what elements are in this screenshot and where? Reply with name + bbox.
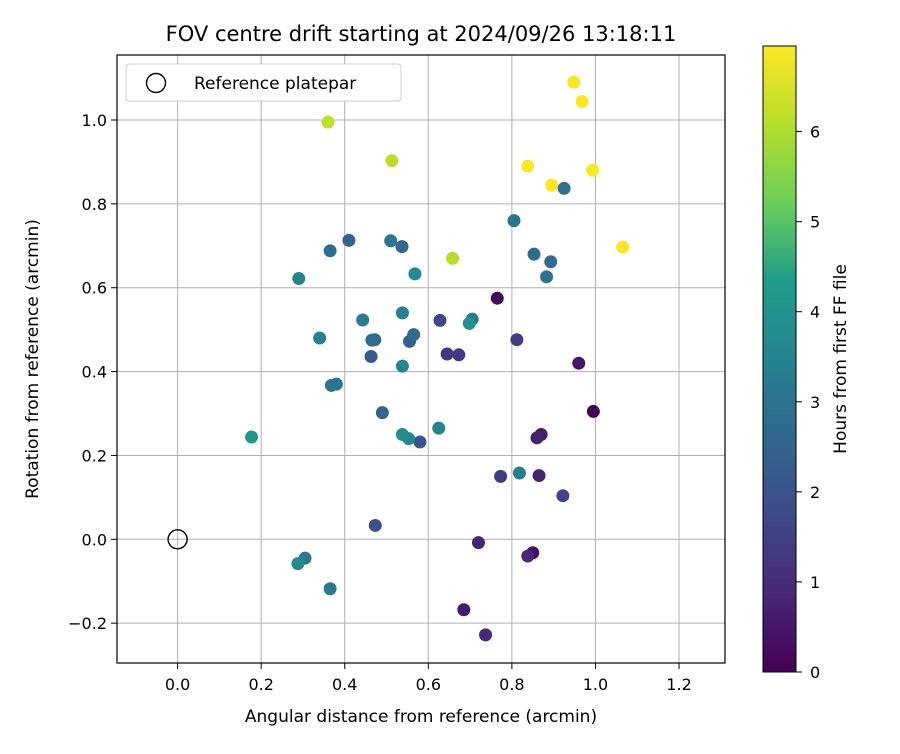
data-point bbox=[375, 406, 389, 420]
colorbar-ticks: 0 1 2 3 4 5 6 bbox=[796, 123, 820, 682]
data-point bbox=[324, 378, 338, 392]
y-tick-label: 0.8 bbox=[82, 195, 107, 214]
x-axis-label: Angular distance from reference (arcmin) bbox=[245, 707, 597, 727]
colorbar: 0 1 2 3 4 5 6 Hours from first FF file bbox=[762, 45, 851, 682]
data-point bbox=[342, 233, 356, 247]
data-point bbox=[521, 159, 535, 173]
colorbar-tick-label: 2 bbox=[810, 483, 820, 502]
y-tick-label: 0.2 bbox=[82, 446, 107, 465]
data-point bbox=[323, 582, 337, 596]
data-point bbox=[321, 115, 335, 129]
colorbar-tick-label: 6 bbox=[810, 123, 820, 142]
colorbar-bar bbox=[762, 45, 797, 673]
data-point bbox=[313, 331, 327, 345]
data-point bbox=[440, 347, 454, 361]
chart-title: FOV centre drift starting at 2024/09/26 … bbox=[166, 22, 677, 46]
data-point bbox=[544, 255, 558, 269]
data-point bbox=[540, 270, 554, 284]
data-points bbox=[245, 75, 630, 642]
data-point bbox=[413, 435, 427, 449]
data-point bbox=[323, 244, 337, 258]
colorbar-tick-label: 0 bbox=[810, 663, 820, 682]
colorbar-tick-label: 4 bbox=[810, 303, 820, 322]
data-point bbox=[365, 333, 379, 347]
x-tick-label: 0.0 bbox=[165, 675, 190, 694]
data-point bbox=[291, 557, 305, 571]
x-axis-ticks: 0.0 0.2 0.4 0.6 0.8 1.0 1.2 bbox=[165, 663, 692, 694]
grid-lines bbox=[117, 55, 725, 663]
data-point bbox=[471, 536, 485, 550]
data-point bbox=[452, 348, 466, 362]
legend-entry-label: Reference platepar bbox=[194, 74, 356, 94]
data-point bbox=[521, 549, 535, 563]
data-point bbox=[557, 181, 571, 195]
x-tick-label: 0.4 bbox=[332, 675, 357, 694]
y-tick-label: −0.2 bbox=[68, 614, 107, 633]
colorbar-tick-label: 3 bbox=[810, 393, 820, 412]
plot-frame bbox=[116, 54, 726, 664]
data-point bbox=[616, 240, 630, 254]
data-point bbox=[245, 430, 259, 444]
x-tick-label: 0.8 bbox=[499, 675, 524, 694]
data-point bbox=[527, 247, 541, 261]
data-point bbox=[530, 431, 544, 445]
data-point bbox=[407, 328, 421, 342]
data-point bbox=[572, 356, 586, 370]
data-point bbox=[586, 163, 600, 177]
x-tick-label: 1.2 bbox=[666, 675, 691, 694]
x-tick-label: 0.6 bbox=[416, 675, 441, 694]
data-point bbox=[395, 359, 409, 373]
data-point bbox=[510, 333, 524, 347]
data-point bbox=[575, 95, 589, 109]
data-point bbox=[490, 291, 504, 305]
data-point bbox=[432, 421, 446, 435]
data-point bbox=[395, 240, 409, 254]
data-point bbox=[545, 178, 559, 192]
y-axis-ticks: −0.2 0.0 0.2 0.4 0.6 0.8 1.0 bbox=[68, 111, 117, 633]
legend-marker-icon bbox=[145, 72, 167, 94]
data-point bbox=[395, 306, 409, 320]
colorbar-tick-label: 1 bbox=[810, 573, 820, 592]
y-tick-label: 1.0 bbox=[82, 111, 107, 130]
y-axis-label: Rotation from reference (arcmin) bbox=[23, 219, 43, 499]
data-point bbox=[512, 466, 526, 480]
data-point bbox=[292, 271, 306, 285]
legend: Reference platepar bbox=[125, 63, 402, 102]
data-point bbox=[457, 603, 471, 617]
legend-box bbox=[125, 63, 402, 102]
data-point bbox=[462, 316, 476, 330]
y-tick-label: 0.0 bbox=[82, 530, 107, 549]
y-tick-label: 0.6 bbox=[82, 279, 107, 298]
data-point bbox=[395, 427, 409, 441]
data-point bbox=[446, 251, 460, 265]
data-point bbox=[586, 404, 600, 418]
x-tick-label: 1.0 bbox=[583, 675, 608, 694]
data-point bbox=[356, 313, 370, 327]
reference-platepar-marker bbox=[167, 529, 188, 550]
data-point bbox=[368, 518, 382, 532]
data-point bbox=[385, 154, 399, 168]
colorbar-tick-label: 5 bbox=[810, 213, 820, 232]
data-point bbox=[479, 628, 493, 642]
data-point bbox=[408, 267, 422, 281]
data-point bbox=[532, 469, 546, 483]
x-tick-label: 0.2 bbox=[248, 675, 273, 694]
data-point bbox=[494, 469, 508, 483]
data-point bbox=[507, 214, 521, 228]
y-tick-label: 0.4 bbox=[82, 363, 107, 382]
data-point bbox=[567, 75, 581, 89]
data-point bbox=[384, 234, 398, 248]
colorbar-label: Hours from first FF file bbox=[831, 264, 851, 454]
data-point bbox=[364, 349, 378, 363]
data-point bbox=[556, 489, 570, 503]
data-point bbox=[433, 313, 447, 327]
